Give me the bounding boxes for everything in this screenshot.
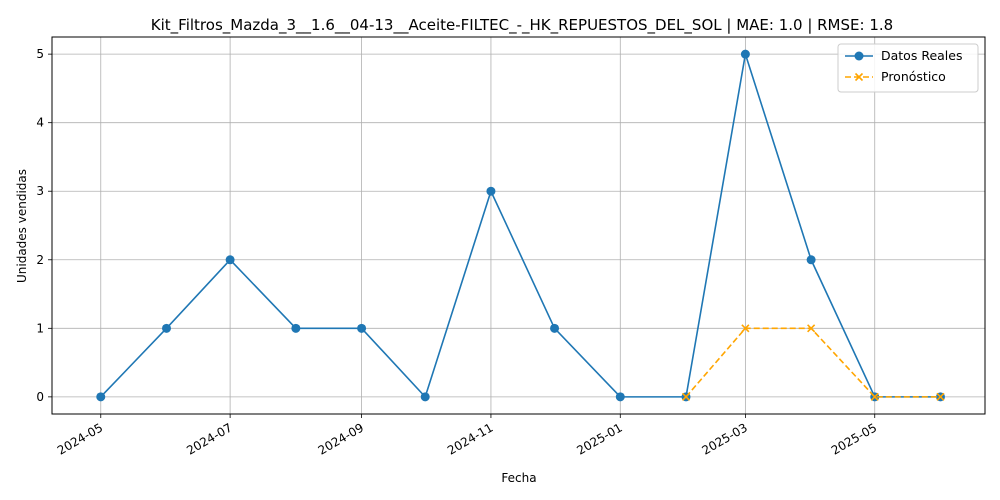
data-point-marker bbox=[357, 323, 367, 333]
data-point-marker bbox=[96, 392, 106, 402]
x-axis-label: Fecha bbox=[501, 471, 536, 485]
x-tick-label: 2024-05 bbox=[55, 420, 105, 457]
y-tick-label: 5 bbox=[36, 47, 44, 61]
axis-ticks: 0 1 2 3 4 5 2024-05 2024-07 2024-09 2024-11 2025-0… bbox=[36, 47, 879, 458]
y-axis-label: Unidades vendidas bbox=[15, 169, 29, 283]
y-tick-label: 3 bbox=[36, 184, 44, 198]
legend-label: Datos Reales bbox=[881, 48, 962, 63]
y-tick-label: 2 bbox=[36, 253, 44, 267]
grid-lines bbox=[52, 37, 985, 414]
legend-label: Pronóstico bbox=[881, 69, 946, 84]
series-line bbox=[685, 327, 941, 398]
legend-entry: Pronóstico bbox=[845, 69, 946, 84]
x-tick-label: 2025-03 bbox=[699, 420, 749, 457]
data-point-marker bbox=[550, 323, 560, 333]
forecast-point-marker bbox=[854, 72, 864, 82]
forecast-point-marker bbox=[870, 392, 879, 401]
data-point-marker bbox=[162, 323, 172, 333]
chart-title: Kit_Filtros_Mazda_3__1.6__04-13__Aceite-… bbox=[151, 16, 893, 35]
y-tick-label: 4 bbox=[36, 116, 44, 130]
legend-entry: Datos Reales bbox=[845, 48, 962, 63]
x-tick-label: 2024-11 bbox=[445, 420, 495, 457]
y-tick-label: 1 bbox=[36, 321, 44, 335]
plot-area-frame bbox=[51, 36, 986, 415]
forecast-point-marker bbox=[681, 392, 691, 401]
x-tick-label: 2024-07 bbox=[184, 420, 234, 457]
data-point-marker bbox=[225, 255, 235, 265]
forecast-point-marker bbox=[936, 392, 945, 401]
legend: Datos Reales Pronóstico bbox=[837, 43, 979, 93]
data-point-marker bbox=[486, 186, 496, 196]
data-point-marker bbox=[854, 51, 864, 61]
x-tick-label: 2025-01 bbox=[574, 420, 624, 457]
series-line bbox=[100, 53, 941, 399]
data-point-marker bbox=[806, 255, 816, 265]
forecast-point-marker bbox=[741, 324, 750, 333]
data-point-marker bbox=[291, 323, 301, 333]
forecast-point-marker bbox=[807, 324, 816, 333]
data-point-marker bbox=[615, 392, 625, 402]
series-layer bbox=[96, 49, 945, 402]
data-point-marker bbox=[420, 392, 430, 402]
series-actual bbox=[96, 49, 945, 402]
series-forecast bbox=[681, 324, 945, 401]
x-tick-label: 2024-09 bbox=[316, 420, 366, 457]
data-point-marker bbox=[740, 49, 750, 59]
y-tick-label: 0 bbox=[36, 390, 44, 404]
x-tick-label: 2025-05 bbox=[829, 420, 879, 457]
